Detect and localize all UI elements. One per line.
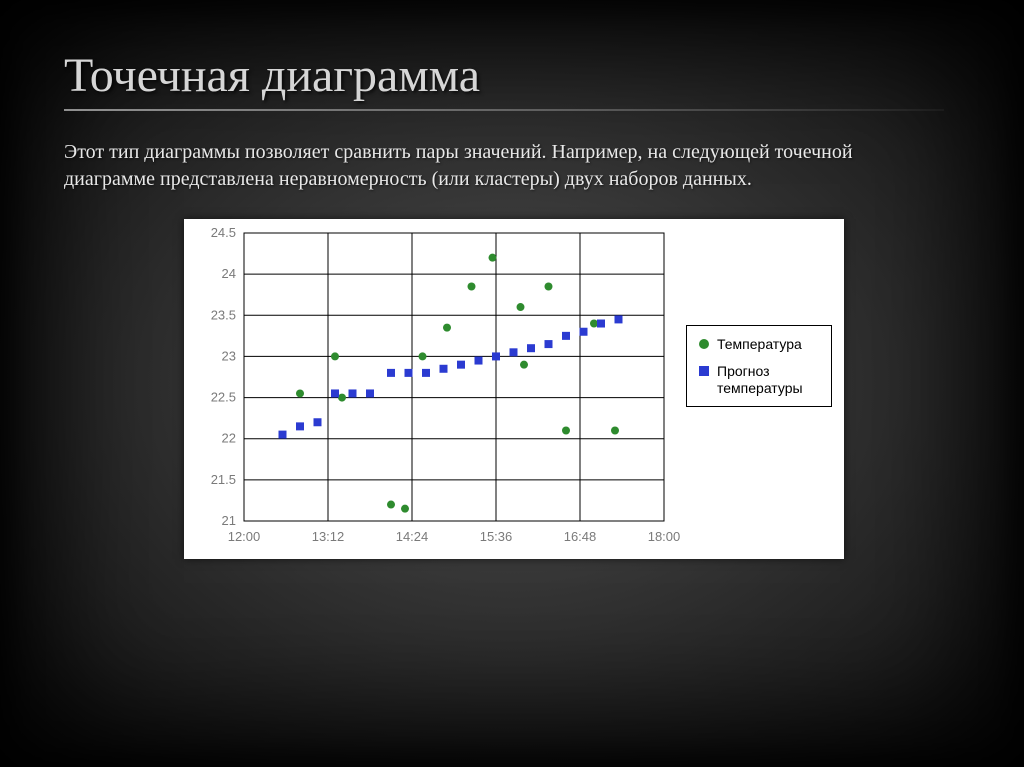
chart-legend: Температура Прогноз температуры [686,325,832,407]
legend-marker-icon [699,339,709,349]
legend-label: Температура [717,336,802,353]
scatter-chart: 12:00 13:12 14:24 15:36 16:48 18:00 21 21.5 22 22… [184,219,844,559]
slide-content: Точечная диаграмма Этот тип диаграммы по… [0,0,1024,559]
svg-text:24: 24 [222,266,236,281]
title-underline [64,109,944,111]
svg-text:23.5: 23.5 [211,307,236,322]
svg-text:12:00: 12:00 [228,529,261,544]
legend-label: Прогноз температуры [717,363,819,397]
legend-item: Температура [699,336,819,353]
svg-text:21: 21 [222,513,236,528]
slide-title: Точечная диаграмма [64,48,960,103]
svg-text:16:48: 16:48 [564,529,597,544]
slide-frame: Точечная диаграмма Этот тип диаграммы по… [0,0,1024,767]
svg-text:22.5: 22.5 [211,390,236,405]
svg-text:13:12: 13:12 [312,529,345,544]
slide-description: Этот тип диаграммы позволяет сравнить па… [64,139,884,193]
svg-text:23: 23 [222,348,236,363]
svg-text:22: 22 [222,431,236,446]
svg-text:14:24: 14:24 [396,529,429,544]
svg-text:18:00: 18:00 [648,529,681,544]
svg-text:15:36: 15:36 [480,529,513,544]
svg-text:21.5: 21.5 [211,472,236,487]
svg-text:24.5: 24.5 [211,225,236,240]
legend-item: Прогноз температуры [699,363,819,397]
legend-marker-icon [699,366,709,376]
